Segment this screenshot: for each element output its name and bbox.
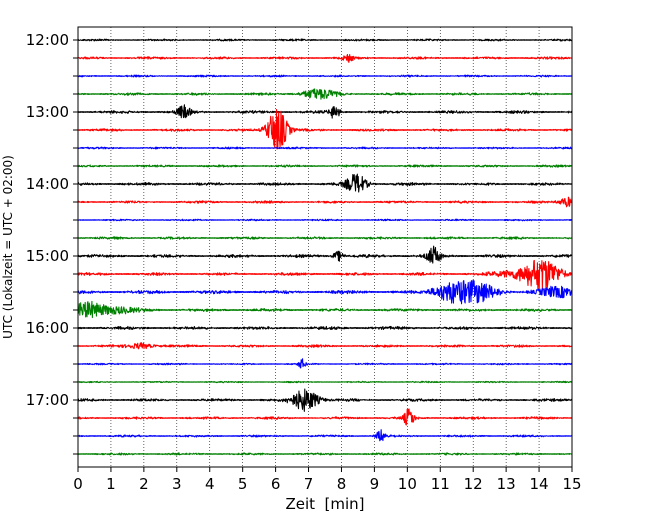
trace-line (77, 408, 573, 426)
plot-frame (77, 26, 573, 468)
trace-line (77, 452, 573, 456)
x-tick-label: 8 (337, 475, 347, 493)
trace-line (77, 146, 573, 150)
x-tick-label: 9 (370, 475, 380, 493)
traces (77, 38, 573, 456)
trace-line (77, 54, 573, 63)
trace-line (77, 300, 573, 319)
x-tick-label: 1 (106, 475, 116, 493)
y-tick-label: 13:00 (26, 103, 69, 121)
trace-line (77, 173, 573, 193)
trace-line (77, 358, 573, 369)
x-tick-label: 13 (497, 475, 516, 493)
trace-line (77, 109, 573, 150)
trace-line (77, 325, 573, 331)
trace-line (77, 236, 573, 240)
x-axis-label: Zeit [min] (285, 495, 364, 513)
x-tick-label: 3 (172, 475, 182, 493)
y-tick-label: 17:00 (26, 391, 69, 409)
trace-line (77, 38, 573, 42)
x-tick-label: 11 (431, 475, 450, 493)
x-tick-label: 12 (464, 475, 483, 493)
y-tick-label: 15:00 (26, 247, 69, 265)
y-axis-label: UTC (Lokalzeit = UTC + 02:00) (1, 155, 15, 339)
trace-line (77, 196, 573, 208)
trace-line (77, 104, 573, 119)
x-tick-label: 14 (530, 475, 549, 493)
trace-line (77, 259, 573, 290)
trace-line (77, 380, 573, 384)
x-tick-label: 2 (139, 475, 149, 493)
trace-line (77, 245, 573, 264)
trace-line (77, 388, 573, 412)
trace-line (77, 429, 573, 442)
x-tick-label: 0 (73, 475, 83, 493)
x-tick-label: 5 (238, 475, 248, 493)
y-tick-label: 14:00 (26, 175, 69, 193)
x-tick-label: 10 (398, 475, 417, 493)
x-tick-label: 4 (205, 475, 215, 493)
trace-line (77, 88, 573, 100)
x-tick-label: 15 (562, 475, 581, 493)
trace-line (77, 164, 573, 168)
x-tick-label: 7 (304, 475, 314, 493)
x-tick-label: 6 (271, 475, 281, 493)
y-tick-label: 16:00 (26, 319, 69, 337)
trace-line (77, 218, 573, 222)
y-axis: 12:00 13:00 14:00 15:00 16:00 17:00 (26, 31, 78, 455)
x-axis: 0 1 2 3 4 5 6 7 8 9 10 11 12 13 14 15 (73, 467, 582, 493)
trace-line (77, 342, 573, 350)
y-tick-label: 12:00 (26, 31, 69, 49)
trace-line (77, 74, 573, 78)
trace-line (77, 279, 573, 305)
